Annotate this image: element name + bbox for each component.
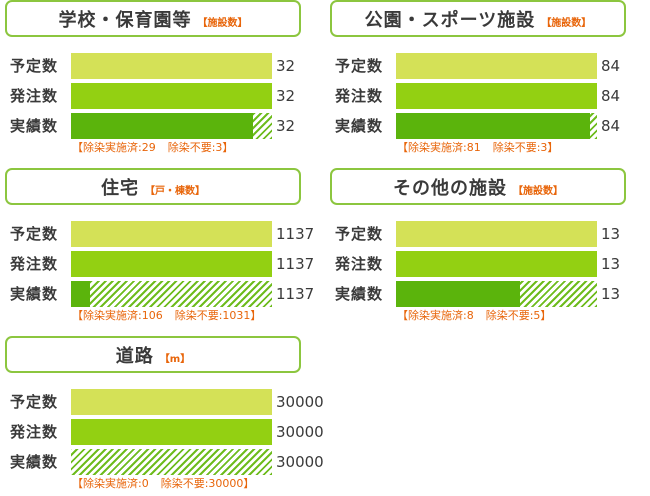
chart-panel: その他の施設 【施設数】予定数 13 発注数 13 実績数 13 【除染実施済:8 除染不要:5… <box>330 168 630 328</box>
chart-panel: 公園・スポーツ施設 【施設数】予定数 84 発注数 84 実績数 84 【除染実施済:81 除染… <box>330 0 630 160</box>
bar-value-label: 1137 <box>276 255 315 273</box>
bar-track <box>71 449 272 475</box>
row-label: 発注数 <box>335 255 384 273</box>
bar-plan <box>396 221 597 247</box>
breakdown-done-text: 【除染実施済:8 <box>397 309 474 322</box>
breakdown-note: 【除染実施済:0 除染不要:30000】 <box>72 475 254 491</box>
row-label: 予定数 <box>10 57 59 75</box>
chart-unit: 【施設数】 <box>197 17 248 29</box>
chart-title: 学校・保育園等 <box>58 9 192 31</box>
bar-value-label: 84 <box>601 57 621 75</box>
bar-unneeded-segment <box>590 113 597 139</box>
bar-value-label: 1137 <box>276 225 315 243</box>
row-label: 実績数 <box>10 117 59 135</box>
chart-title: 道路 <box>115 345 154 367</box>
bar-track <box>71 281 272 307</box>
bar-value-label: 13 <box>601 255 621 273</box>
panel-header: 住宅 【戸・棟数】 <box>5 168 301 205</box>
bar-plan <box>71 53 272 79</box>
bar-value-label: 1137 <box>276 285 315 303</box>
row-label: 発注数 <box>335 87 384 105</box>
row-label: 発注数 <box>10 255 59 273</box>
bar-value-label: 30000 <box>276 453 324 471</box>
bar-track <box>71 251 272 277</box>
chart-title: その他の施設 <box>393 177 507 199</box>
bar-order <box>396 83 597 109</box>
bar-track <box>71 53 272 79</box>
row-label: 実績数 <box>335 285 384 303</box>
bar-value-label: 30000 <box>276 393 324 411</box>
breakdown-note: 【除染実施済:81 除染不要:3】 <box>397 139 558 155</box>
bar-order <box>71 83 272 109</box>
bar-track <box>396 113 597 139</box>
bar-track <box>71 113 272 139</box>
bar-value-label: 13 <box>601 285 621 303</box>
bar-done-segment <box>71 113 253 139</box>
row-label: 実績数 <box>10 285 59 303</box>
breakdown-done-text: 【除染実施済:29 <box>72 141 156 154</box>
panel-header: その他の施設 【施設数】 <box>330 168 626 205</box>
bar-order <box>71 251 272 277</box>
chart-title: 住宅 <box>101 177 139 199</box>
bar-value-label: 30000 <box>276 423 324 441</box>
chart-panel: 道路 【m】予定数 30000 発注数 30000 実績数 30000 【除染実施済:0 除染不… <box>5 336 324 496</box>
bar-unneeded-segment <box>253 113 272 139</box>
breakdown-done-text: 【除染実施済:81 <box>397 141 481 154</box>
breakdown-note: 【除染実施済:106 除染不要:1031】 <box>72 307 261 323</box>
chart-panel: 学校・保育園等 【施設数】予定数 32 発注数 32 実績数 32 【除染実施済:29 除染不要… <box>5 0 305 160</box>
bar-value-label: 84 <box>601 117 621 135</box>
row-label: 予定数 <box>10 225 59 243</box>
bar-track <box>71 389 272 415</box>
bar-value-label: 13 <box>601 225 621 243</box>
breakdown-unneeded-text: 除染不要:1031】 <box>174 309 262 322</box>
row-label: 発注数 <box>10 87 59 105</box>
bar-track <box>396 83 597 109</box>
row-label: 実績数 <box>335 117 384 135</box>
bar-plan <box>71 221 272 247</box>
breakdown-unneeded-text: 除染不要:3】 <box>167 141 234 154</box>
bar-plan <box>71 389 272 415</box>
row-label: 実績数 <box>10 453 59 471</box>
bar-plan <box>396 53 597 79</box>
panel-header: 道路 【m】 <box>5 336 301 373</box>
breakdown-unneeded-text: 除染不要:5】 <box>485 309 552 322</box>
bar-unneeded-segment <box>520 281 597 307</box>
row-label: 予定数 <box>10 393 59 411</box>
bar-order <box>71 419 272 445</box>
breakdown-done-text: 【除染実施済:106 <box>72 309 163 322</box>
chart-panel: 住宅 【戸・棟数】予定数 1137 発注数 1137 実績数 1137 【除染実施済:106 除… <box>5 168 314 328</box>
bar-track <box>71 83 272 109</box>
breakdown-done-text: 【除染実施済:0 <box>72 477 149 490</box>
bar-unneeded-segment <box>71 449 272 475</box>
chart-unit: 【戸・棟数】 <box>145 185 205 197</box>
chart-unit: 【施設数】 <box>513 185 563 197</box>
row-label: 発注数 <box>10 423 59 441</box>
chart-unit: 【施設数】 <box>541 17 592 29</box>
breakdown-unneeded-text: 除染不要:30000】 <box>160 477 255 490</box>
bar-value-label: 32 <box>276 117 296 135</box>
bar-track <box>71 221 272 247</box>
chart-unit: 【m】 <box>159 353 191 365</box>
bar-done-segment <box>71 281 90 307</box>
bar-order <box>396 251 597 277</box>
bar-track <box>396 221 597 247</box>
breakdown-note: 【除染実施済:8 除染不要:5】 <box>397 307 551 323</box>
bar-done-segment <box>396 281 520 307</box>
bar-value-label: 84 <box>601 87 621 105</box>
bar-track <box>396 251 597 277</box>
chart-title: 公園・スポーツ施設 <box>364 9 536 31</box>
bar-track <box>396 53 597 79</box>
breakdown-note: 【除染実施済:29 除染不要:3】 <box>72 139 233 155</box>
bar-unneeded-segment <box>90 281 272 307</box>
bar-value-label: 32 <box>276 87 296 105</box>
row-label: 予定数 <box>335 57 384 75</box>
breakdown-unneeded-text: 除染不要:3】 <box>492 141 559 154</box>
row-label: 予定数 <box>335 225 384 243</box>
bar-track <box>71 419 272 445</box>
panel-header: 公園・スポーツ施設 【施設数】 <box>330 0 626 37</box>
panel-header: 学校・保育園等 【施設数】 <box>5 0 301 37</box>
bar-track <box>396 281 597 307</box>
bar-value-label: 32 <box>276 57 296 75</box>
bar-done-segment <box>396 113 590 139</box>
